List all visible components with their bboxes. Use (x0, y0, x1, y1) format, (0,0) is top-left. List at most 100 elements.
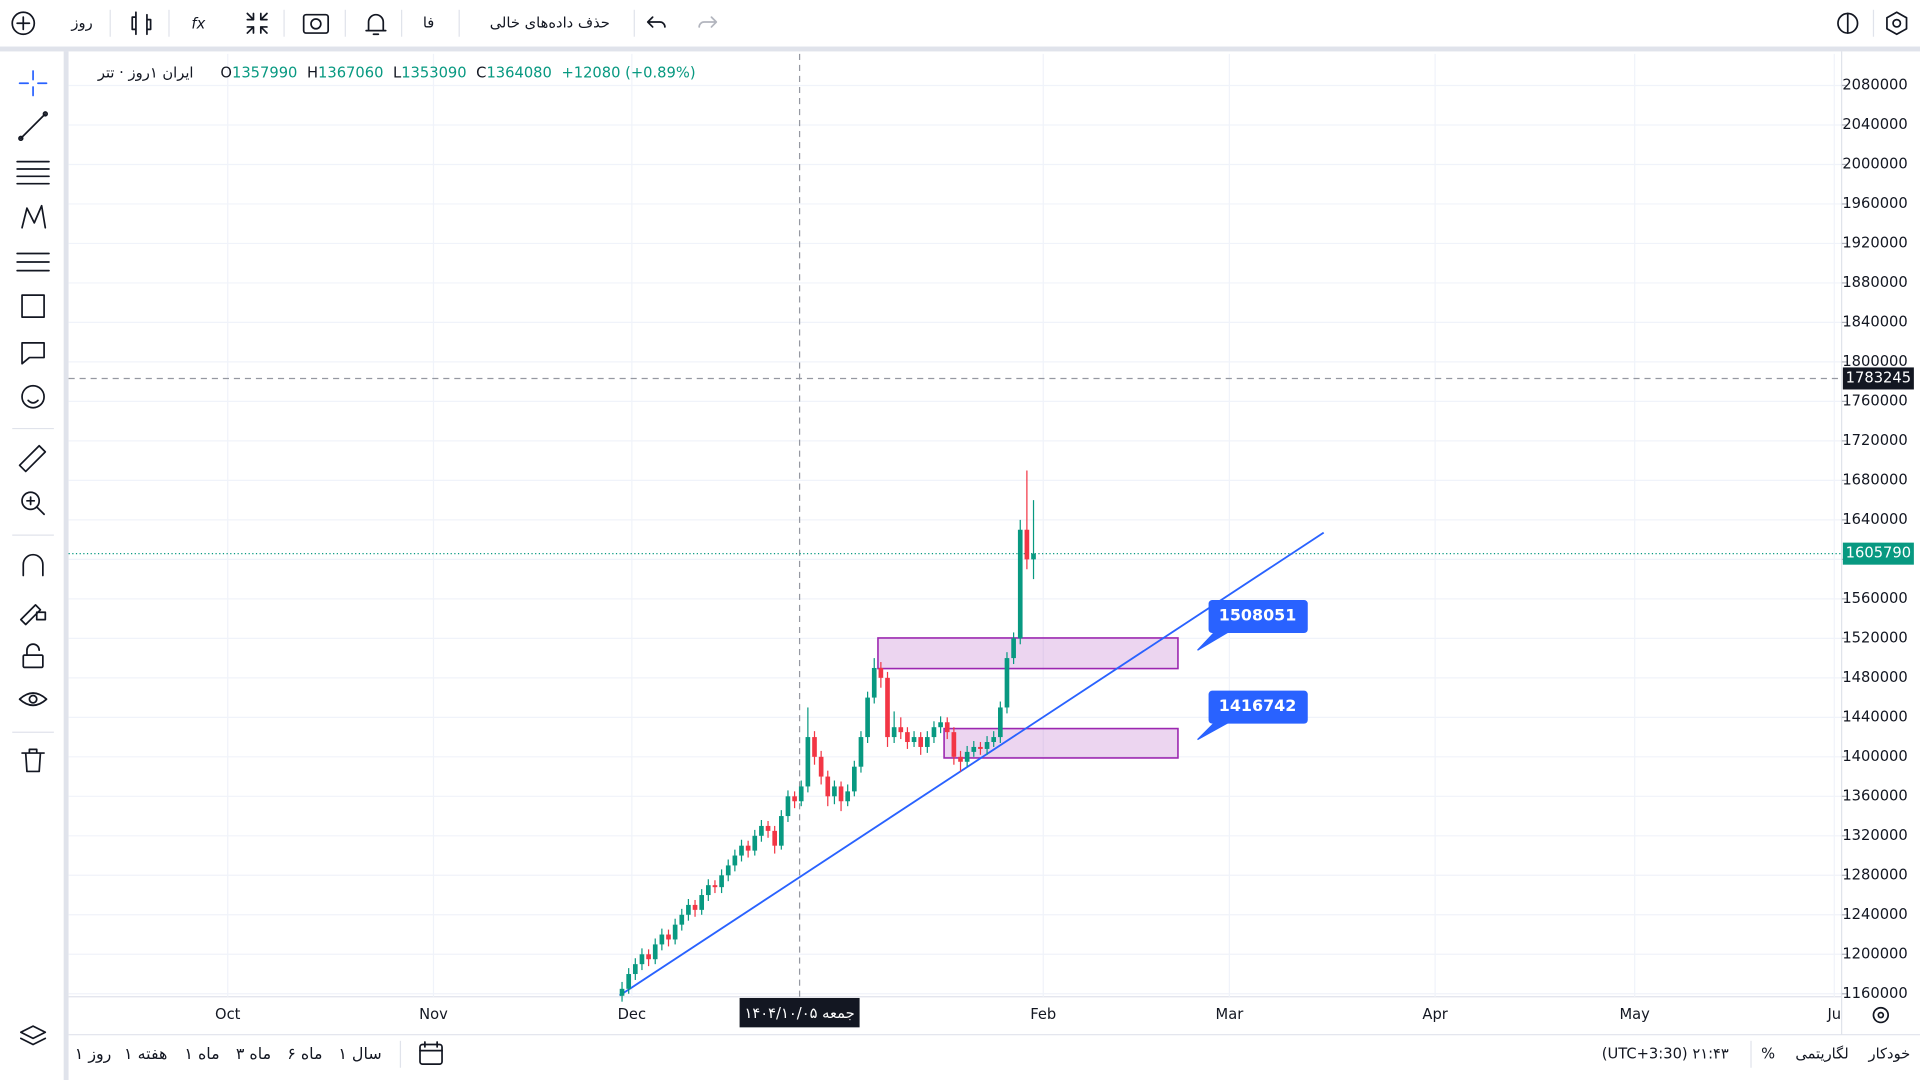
low-label: L (393, 64, 402, 81)
high-value: 1367060 (318, 64, 383, 81)
candle-body (958, 756, 963, 762)
candle-body (792, 796, 797, 802)
range-button[interactable]: ماه ۱ (184, 1044, 219, 1063)
trend-line-tool[interactable] (18, 111, 48, 142)
pattern-tool[interactable] (21, 204, 47, 229)
callout-label: 1508051 (1219, 605, 1296, 624)
candle-body (679, 914, 685, 925)
y-tick-label: 1920000 (1842, 234, 1907, 251)
fib-tool[interactable] (16, 160, 50, 185)
candle-body (812, 737, 817, 757)
candle-body (646, 954, 651, 960)
lock-tool[interactable] (22, 643, 44, 669)
candle-body (911, 737, 917, 743)
crosshair-tool[interactable] (18, 70, 48, 97)
timezone[interactable]: (UTC+3:30) ۲۱:۴۳ (1602, 1045, 1729, 1062)
candle-body (938, 722, 943, 728)
candle-body (918, 737, 924, 747)
indicators-icon[interactable]: fx (191, 15, 205, 32)
percent-toggle[interactable]: % (1761, 1045, 1775, 1062)
callout-label: 1416742 (1219, 696, 1296, 715)
y-tick-label: 1800000 (1842, 353, 1907, 370)
candle-body (852, 766, 857, 792)
language[interactable]: فا (423, 14, 434, 31)
range-button[interactable]: ماه ۳ (236, 1044, 271, 1063)
remove-empty[interactable]: حذف داده‌های خالی (490, 14, 610, 31)
close-value: 1364080 (486, 64, 551, 81)
layers[interactable] (19, 1025, 47, 1046)
chart-type[interactable] (131, 11, 152, 36)
candle-body (978, 746, 983, 749)
x-tick-label: Mar (1216, 1006, 1245, 1023)
alert[interactable] (365, 13, 387, 36)
range-button[interactable]: هفته ۱ (124, 1044, 167, 1063)
lock-drawing-tool[interactable] (19, 604, 47, 626)
y-tick-label: 1320000 (1842, 827, 1907, 844)
candle-body (1031, 553, 1036, 560)
go-to-date[interactable] (419, 1041, 443, 1065)
y-tick-label: 1400000 (1842, 748, 1907, 765)
candle-body (984, 742, 990, 749)
candle-body (878, 667, 884, 678)
candle-body (891, 727, 897, 738)
candle-body (639, 954, 645, 965)
log-toggle[interactable]: لگاریتمی (1795, 1044, 1848, 1062)
crosshair-date-tag (739, 997, 860, 1028)
auto-toggle[interactable]: خودکار (1867, 1045, 1910, 1062)
add-symbol[interactable] (11, 11, 36, 36)
icon-tool[interactable] (21, 384, 45, 409)
x-tick-label: Nov (419, 1006, 448, 1023)
high-label: H (307, 64, 318, 81)
candle-body (672, 924, 678, 940)
remove-tool[interactable] (21, 748, 45, 773)
crosshair-price-label: 1783245 (1846, 369, 1911, 386)
y-tick-label: 1560000 (1842, 590, 1907, 607)
y-tick-label: 1960000 (1842, 195, 1907, 212)
x-tick-label: Feb (1030, 1006, 1056, 1023)
candle-body (1004, 658, 1010, 708)
candle-body (626, 974, 632, 989)
range-button[interactable]: ماه ۶ (287, 1044, 322, 1063)
axis-settings[interactable] (1872, 1006, 1890, 1024)
range-button[interactable]: سال ۱ (338, 1044, 381, 1063)
settings[interactable] (1886, 11, 1908, 36)
candle-body (971, 746, 977, 752)
close-label: C (476, 64, 486, 81)
range-button[interactable]: روز ۱ (75, 1044, 112, 1064)
y-tick-label: 1840000 (1842, 313, 1907, 330)
candle-body (705, 885, 711, 896)
candle-body (725, 865, 731, 876)
x-tick-label: Apr (1422, 1006, 1448, 1023)
candle-body (732, 855, 738, 866)
y-tick-label: 1280000 (1842, 866, 1907, 883)
shape-tool[interactable] (21, 294, 45, 319)
zoom-tool[interactable] (21, 491, 45, 516)
undo[interactable] (646, 16, 666, 28)
candle-body (1011, 638, 1016, 659)
y-tick-label: 1640000 (1842, 511, 1907, 528)
snapshot[interactable] (302, 13, 330, 34)
text-tool[interactable] (21, 342, 45, 365)
last-price-label: 1605790 (1846, 545, 1911, 562)
forecast-tool[interactable] (16, 252, 50, 272)
y-tick-label: 2000000 (1842, 155, 1907, 172)
candle-body (745, 845, 751, 851)
redo[interactable] (698, 16, 718, 28)
magnet-tool[interactable] (22, 553, 44, 577)
x-tick-label: May (1620, 1006, 1651, 1023)
last-price-tag (1842, 542, 1914, 565)
x-tick-label: Oct (215, 1006, 241, 1023)
theme[interactable] (1837, 12, 1859, 34)
hide-tool[interactable] (18, 692, 48, 707)
candle-body (818, 756, 824, 777)
candle-body (632, 964, 638, 975)
interval[interactable]: روز (70, 14, 92, 31)
candle-body (692, 904, 698, 910)
measure-tool[interactable] (18, 444, 47, 473)
candle-body (931, 727, 937, 738)
fullscreen[interactable] (246, 12, 268, 34)
y-tick-label: 1360000 (1842, 787, 1907, 804)
y-tick-label: 1160000 (1842, 985, 1907, 1002)
